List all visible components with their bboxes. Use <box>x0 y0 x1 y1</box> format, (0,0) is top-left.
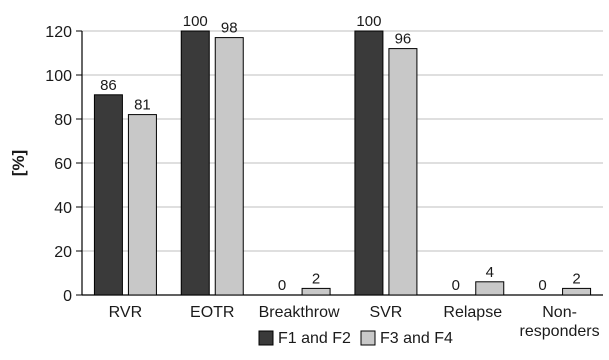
y-axis-title: [%] <box>9 150 28 176</box>
y-tick-label: 40 <box>54 200 72 217</box>
y-tick-label: 80 <box>54 112 72 129</box>
data-label: 100 <box>356 13 381 30</box>
data-label: 0 <box>452 277 460 294</box>
bar-f1-f2 <box>354 30 384 296</box>
data-label: 81 <box>134 97 151 114</box>
legend-swatch <box>360 330 376 346</box>
bar-f3-f4 <box>562 287 592 296</box>
legend-label: F1 and F2 <box>278 330 351 347</box>
bar-f3-f4 <box>475 281 505 296</box>
data-label: 98 <box>221 20 238 37</box>
x-category-label: SVR <box>369 304 402 321</box>
legend: F1 and F2 F3 and F4 <box>258 330 453 347</box>
data-label: 4 <box>486 264 494 281</box>
bar-f3-f4 <box>214 37 244 296</box>
data-label: 96 <box>395 31 412 48</box>
data-label: 2 <box>312 270 320 287</box>
bar-f1-f2 <box>180 30 210 296</box>
bar-f3-f4 <box>127 114 157 296</box>
bars <box>93 30 592 296</box>
bar-f3-f4 <box>301 287 331 296</box>
bar-f1-f2 <box>93 94 123 296</box>
data-label: 0 <box>538 277 546 294</box>
x-category-label: EOTR <box>190 304 234 321</box>
data-label: 86 <box>100 77 117 94</box>
y-tick-label: 20 <box>54 244 72 261</box>
data-label: 100 <box>183 13 208 30</box>
bar-f3-f4 <box>388 48 418 296</box>
y-tick-label: 0 <box>63 288 72 305</box>
axes <box>76 30 603 296</box>
y-tick-label: 100 <box>45 68 72 85</box>
y-tick-label: 60 <box>54 156 72 173</box>
y-tick-label: 120 <box>45 24 72 41</box>
x-category-label: Relapse <box>443 304 502 321</box>
x-category-label: Non-responders <box>520 304 600 340</box>
legend-swatch <box>258 330 274 346</box>
data-label: 2 <box>572 270 580 287</box>
legend-label: F3 and F4 <box>380 330 453 347</box>
x-category-label: Breakthrow <box>259 304 340 321</box>
x-category-labels: RVR EOTR Breakthrow SVR Relapse Non-responder… <box>109 304 600 340</box>
x-category-label: RVR <box>109 304 143 321</box>
data-label: 0 <box>278 277 286 294</box>
grid-lines <box>82 30 603 252</box>
data-labels: 86 81 100 98 0 2 100 96 0 4 0 2 <box>100 13 581 294</box>
y-tick-labels: 0 20 40 60 80 100 120 <box>45 24 72 305</box>
